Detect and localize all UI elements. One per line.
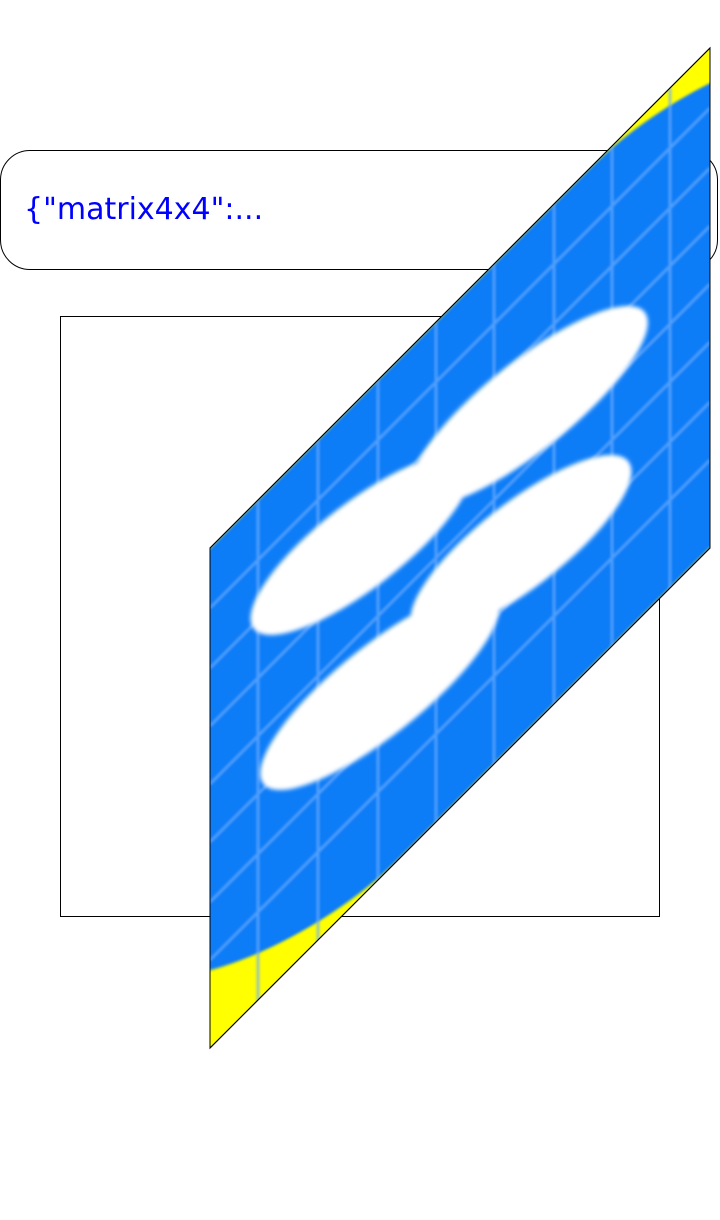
petal-bottom xyxy=(260,590,500,790)
image-outline xyxy=(209,46,711,1050)
petal-top xyxy=(408,306,648,506)
petal-right xyxy=(410,455,632,635)
image-frame xyxy=(60,316,660,917)
petal-left xyxy=(250,455,472,635)
four-petal-flower-icon xyxy=(250,306,648,790)
matrix4x4-text: {"matrix4x4":... xyxy=(24,192,264,227)
